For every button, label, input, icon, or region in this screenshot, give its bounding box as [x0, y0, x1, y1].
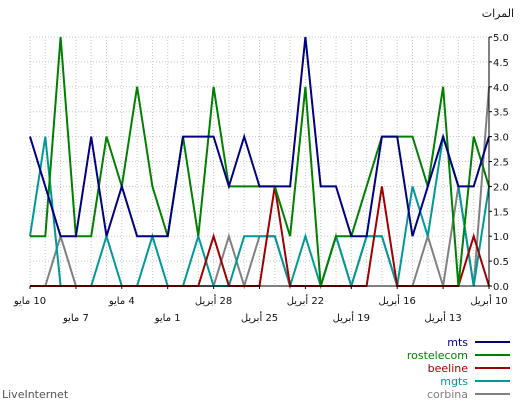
x-tick-label: 22 أبريل — [287, 294, 324, 307]
series-line-mts — [29, 36, 490, 238]
x-tick-label: 19 أبريل — [333, 311, 370, 324]
x-tick-label: 1 مايو — [154, 313, 181, 324]
x-tick-label: 25 أبريل — [241, 311, 278, 324]
legend-label-beeline: beeline — [428, 362, 469, 375]
y-tick-labels: 0.0 0.5 1.0 1.5 2.0 2.5 3.0 3.5 4.0 4.5 5.0 — [489, 33, 509, 293]
x-tick-label: 13 أبريل — [424, 311, 461, 324]
legend-label-rostelecom: rostelecom — [407, 349, 468, 362]
x-tick-label: 28 أبريل — [195, 294, 232, 307]
grid — [29, 36, 490, 287]
legend-label-corbina: corbina — [427, 388, 468, 401]
y-tick-label: 0.5 — [493, 257, 509, 268]
y-tick-label: 1.5 — [493, 207, 509, 218]
x-tick-label: 7 مايو — [62, 313, 89, 324]
y-tick-label: 3.5 — [493, 108, 509, 119]
x-tick-labels: 10 أبريل 13 أبريل 16 أبريل 19 أبريل 22 أبريل… — [13, 286, 508, 324]
y-tick-label: 1.0 — [493, 232, 509, 243]
footer-brand: LiveInternet — [2, 388, 69, 401]
y-tick-label: 4.0 — [493, 83, 509, 94]
x-tick-label: 4 مايو — [108, 296, 135, 307]
y-tick-label: 5.0 — [493, 33, 509, 44]
x-tick-label: 10 مايو — [13, 296, 46, 307]
legend-label-mts: mts — [447, 336, 468, 349]
y-tick-label: 2.0 — [493, 182, 509, 193]
y-tick-label: 3.0 — [493, 133, 509, 144]
y-axis-label: المرات — [482, 7, 514, 20]
legend-label-mgts: mgts — [440, 375, 468, 388]
x-tick-label: 16 أبريل — [379, 294, 416, 307]
y-tick-label: 2.5 — [493, 158, 509, 169]
x-tick-label: 10 أبريل — [470, 294, 507, 307]
y-tick-label: 4.5 — [493, 58, 509, 69]
y-tick-label: 0.0 — [493, 282, 509, 293]
